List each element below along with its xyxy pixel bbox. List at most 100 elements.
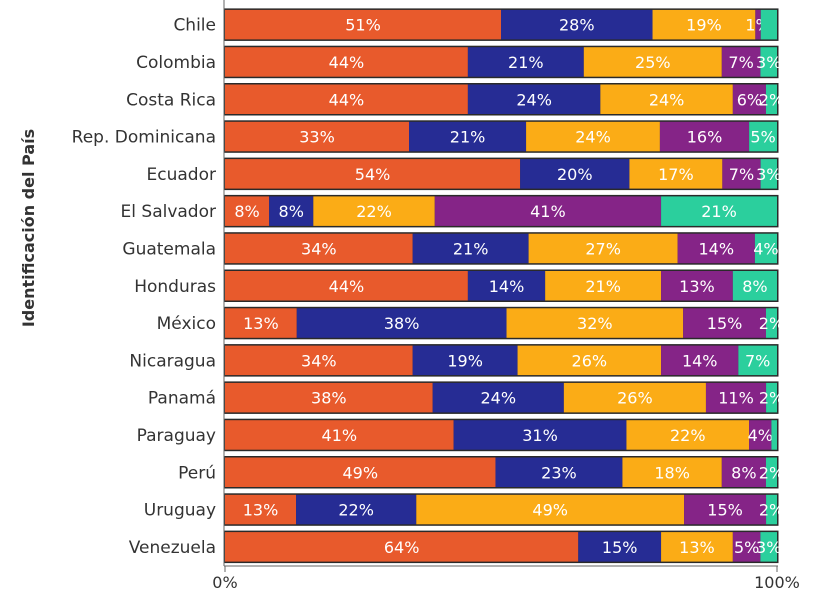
- bar-segment: [738, 345, 777, 376]
- bar-segment: [225, 345, 413, 376]
- category-labels: Chile Colombia Costa Rica Rep. Dominicana Ec…: [72, 16, 216, 558]
- data-label: 24%: [649, 90, 685, 109]
- data-label: 3%: [756, 538, 781, 557]
- data-label: 11%: [718, 389, 754, 408]
- bar-segment: [765, 84, 777, 114]
- bar-segment: [545, 271, 662, 301]
- bar-segment: [732, 271, 777, 301]
- data-label: 5%: [750, 128, 775, 147]
- bar-segment: [225, 532, 579, 562]
- bar-segment: [526, 121, 660, 152]
- category-label: Nicaragua: [129, 351, 216, 371]
- data-label: 19%: [447, 351, 483, 370]
- data-label: 34%: [301, 351, 337, 370]
- data-label: 24%: [516, 90, 552, 109]
- bar-row: 33% 21% 24% 16% 5%: [223, 120, 779, 153]
- data-label: 44%: [329, 53, 365, 72]
- bar-segment: [225, 121, 409, 152]
- data-label: 15%: [602, 538, 638, 557]
- data-label: 34%: [301, 239, 337, 258]
- bar-segment: [296, 308, 507, 338]
- bar-segment: [506, 308, 684, 338]
- category-label: Chile: [173, 16, 216, 36]
- data-label: 7%: [745, 351, 770, 370]
- data-label: 13%: [243, 314, 279, 333]
- data-label: 44%: [329, 277, 365, 296]
- bar-segment: [453, 420, 627, 450]
- bar-row: 51% 28% 19% 1%: [223, 8, 779, 41]
- data-label: 20%: [557, 165, 593, 184]
- data-label: 8%: [279, 202, 304, 221]
- bar-segment: [760, 47, 777, 77]
- data-label: 8%: [234, 202, 259, 221]
- data-label: 3%: [756, 165, 781, 184]
- bar-segment: [225, 47, 468, 77]
- bar-segment: [225, 196, 270, 226]
- data-label: 25%: [635, 53, 671, 72]
- data-label: 17%: [658, 165, 694, 184]
- data-label: 6%: [737, 90, 762, 109]
- bar-segment: [661, 345, 739, 376]
- bar-segment: [409, 121, 527, 152]
- bar-segment: [721, 457, 766, 487]
- bar-row: 38% 24% 26% 11% 2%: [223, 381, 784, 414]
- data-label: 49%: [532, 501, 568, 520]
- bar-segment: [225, 494, 297, 525]
- bar-segment: [517, 345, 662, 376]
- bar-row: 41% 31% 22% 4%: [223, 418, 779, 452]
- data-label: 21%: [701, 202, 737, 221]
- data-label: 54%: [355, 165, 391, 184]
- data-label: 14%: [682, 351, 718, 370]
- data-label: 15%: [707, 314, 743, 333]
- data-label: 21%: [453, 239, 489, 258]
- category-label: Uruguay: [144, 501, 216, 521]
- data-label: 22%: [670, 426, 706, 445]
- bar-segment: [225, 420, 454, 450]
- data-label: 49%: [342, 463, 378, 482]
- data-label: 32%: [577, 314, 613, 333]
- bar-row: 54% 20% 17% 7% 3%: [223, 157, 781, 191]
- data-label: 38%: [384, 314, 420, 333]
- category-label: Paraguay: [137, 426, 216, 446]
- data-label: 44%: [329, 90, 365, 109]
- bar-segment: [296, 494, 417, 525]
- data-label: 7%: [729, 165, 754, 184]
- bar-segment: [749, 121, 777, 152]
- data-label: 3%: [756, 53, 781, 72]
- data-label: 15%: [707, 501, 743, 520]
- bar-segment: [765, 457, 777, 487]
- bar-segment: [683, 308, 766, 338]
- bar-segment: [225, 84, 468, 114]
- data-label: 2%: [759, 501, 784, 520]
- data-label: 28%: [559, 16, 595, 35]
- bar-segment: [225, 159, 521, 189]
- category-label: Honduras: [134, 277, 216, 297]
- data-label: 18%: [654, 463, 690, 482]
- data-label: 5%: [734, 538, 759, 557]
- data-label: 7%: [728, 53, 753, 72]
- bar-row: 64% 15% 13% 5%3%: [223, 530, 781, 564]
- bar-segment: [749, 420, 772, 450]
- bar-segment: [467, 271, 546, 301]
- bar-segment: [520, 159, 630, 189]
- bar-row: 34% 21% 27% 14% 4%: [223, 232, 779, 265]
- bar-segment: [677, 233, 755, 264]
- bar-segment: [760, 159, 777, 189]
- bar-segment: [659, 121, 750, 152]
- bar-segment: [225, 9, 501, 40]
- data-label: 24%: [480, 389, 516, 408]
- bar-segment: [412, 345, 518, 376]
- axes-group: 0% 100%: [212, 0, 800, 592]
- bar-segment: [269, 196, 314, 226]
- bar-segment: [225, 308, 297, 338]
- category-label: Guatemala: [122, 239, 216, 259]
- data-label: 41%: [322, 426, 358, 445]
- data-label: 27%: [585, 239, 621, 258]
- bar-row: 44% 24% 24% 6%2%: [223, 83, 784, 116]
- x-tick-label: 100%: [754, 573, 800, 592]
- data-label: 2%: [759, 314, 784, 333]
- data-label: 24%: [575, 128, 611, 147]
- y-axis-title: Identificación del País: [19, 129, 38, 327]
- bar-segment: [626, 420, 750, 450]
- data-label: 4%: [753, 239, 778, 258]
